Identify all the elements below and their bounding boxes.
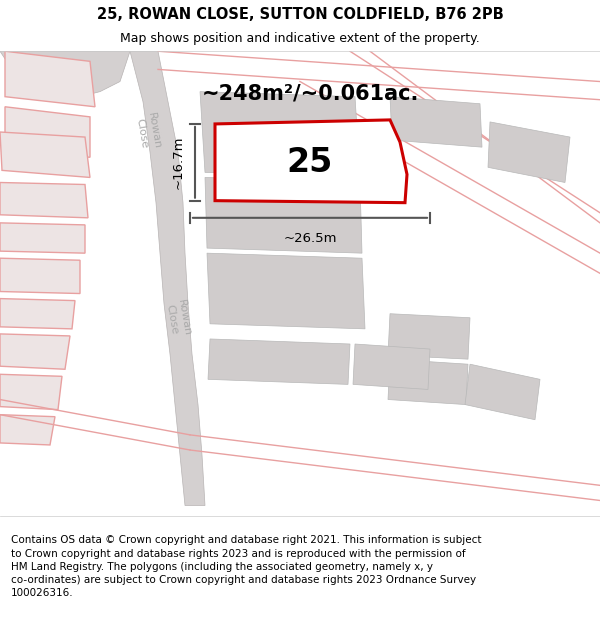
Polygon shape bbox=[488, 122, 570, 182]
Polygon shape bbox=[465, 364, 540, 420]
Polygon shape bbox=[0, 414, 55, 445]
Polygon shape bbox=[0, 334, 70, 369]
Text: 25: 25 bbox=[287, 146, 333, 179]
Text: Rowan
Close: Rowan Close bbox=[164, 299, 192, 339]
Polygon shape bbox=[0, 51, 130, 97]
Polygon shape bbox=[0, 223, 85, 253]
Polygon shape bbox=[0, 299, 75, 329]
Polygon shape bbox=[208, 339, 350, 384]
Text: Map shows position and indicative extent of the property.: Map shows position and indicative extent… bbox=[120, 32, 480, 45]
Text: 25, ROWAN CLOSE, SUTTON COLDFIELD, B76 2PB: 25, ROWAN CLOSE, SUTTON COLDFIELD, B76 2… bbox=[97, 7, 503, 22]
Polygon shape bbox=[5, 51, 95, 107]
Text: Rowan
Close: Rowan Close bbox=[134, 112, 162, 152]
Text: Contains OS data © Crown copyright and database right 2021. This information is : Contains OS data © Crown copyright and d… bbox=[11, 535, 481, 598]
Text: ~248m²/~0.061ac.: ~248m²/~0.061ac. bbox=[202, 84, 419, 104]
Text: ~26.5m: ~26.5m bbox=[283, 232, 337, 245]
Polygon shape bbox=[390, 97, 482, 147]
Polygon shape bbox=[200, 92, 360, 178]
Polygon shape bbox=[388, 359, 468, 404]
Polygon shape bbox=[0, 132, 90, 178]
Polygon shape bbox=[205, 177, 362, 253]
Polygon shape bbox=[0, 258, 80, 294]
Polygon shape bbox=[215, 120, 407, 202]
Polygon shape bbox=[5, 107, 90, 158]
Polygon shape bbox=[353, 344, 430, 389]
Polygon shape bbox=[0, 374, 62, 409]
Text: ~16.7m: ~16.7m bbox=[172, 136, 185, 189]
Polygon shape bbox=[0, 182, 88, 218]
Polygon shape bbox=[207, 253, 365, 329]
Polygon shape bbox=[388, 314, 470, 359]
Polygon shape bbox=[130, 51, 205, 506]
